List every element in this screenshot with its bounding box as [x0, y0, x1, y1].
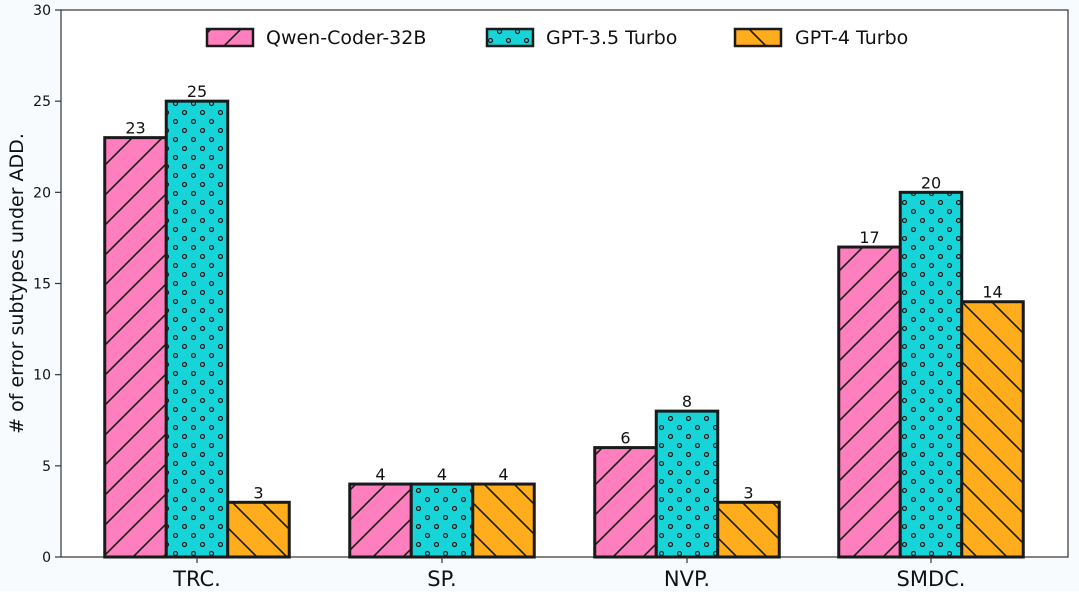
legend-label: Qwen-Coder-32B: [266, 27, 426, 49]
bar-value-label: 20: [921, 173, 941, 192]
legend-swatch-hatch: [733, 27, 783, 48]
bar-hatch-gpt-3-5-turbo-sp: [409, 482, 475, 559]
legend-swatch-hatch: [485, 27, 535, 48]
x-tick-label: SMDC.: [897, 567, 966, 591]
bar-hatch-gpt-3-5-turbo-trc: [164, 99, 230, 559]
legend-item: GPT-4 Turbo: [733, 27, 908, 49]
legend-label: GPT-4 Turbo: [795, 27, 908, 49]
bar-hatch-qwen-coder-32b-nvp: [593, 446, 658, 559]
y-tick-label: 5: [42, 459, 51, 475]
y-axis-label: # of error subtypes under ADD.: [6, 133, 28, 434]
y-tick-label: 25: [33, 94, 51, 110]
y-tick-label: 30: [33, 3, 51, 19]
bar-hatch-qwen-coder-32b-trc: [103, 136, 168, 559]
y-tick-label: 20: [33, 185, 51, 201]
legend: Qwen-Coder-32B GPT-3.5 Turbo GPT-4 Turbo: [205, 27, 908, 49]
bar-value-label: 3: [743, 483, 753, 502]
bar-value-label: 23: [125, 119, 145, 138]
x-tick-label: SP.: [427, 567, 456, 591]
legend-swatch-hatch: [205, 27, 255, 48]
bar-value-label: 14: [982, 283, 1002, 302]
bar-value-label: 4: [375, 465, 385, 484]
legend-item: Qwen-Coder-32B: [205, 27, 426, 49]
bar-hatch-qwen-coder-32b-sp: [348, 482, 413, 559]
bar-value-label: 4: [498, 465, 508, 484]
bar-hatch-gpt-4-turbo-nvp: [716, 500, 781, 559]
bar-value-label: 8: [682, 392, 692, 411]
bar-value-label: 6: [620, 429, 630, 448]
legend-item: GPT-3.5 Turbo: [485, 27, 677, 49]
x-axis: TRC. SP. NVP. SMDC.: [172, 557, 965, 591]
y-tick-label: 0: [42, 550, 51, 566]
y-axis: 0 5 10 15 20 25 30: [33, 3, 61, 566]
legend-label: GPT-3.5 Turbo: [546, 27, 677, 49]
bar-hatch-gpt-4-turbo-smdc: [960, 300, 1025, 559]
bar-value-label: 17: [859, 228, 879, 247]
bar-hatch-qwen-coder-32b-smdc: [837, 245, 902, 559]
bars-group: [103, 99, 1025, 559]
bar-value-labels: 23 25 3 4 4 4 6 8 3 17 20 14: [125, 82, 1002, 502]
bar-value-label: 4: [437, 465, 447, 484]
bar-hatch-gpt-3-5-turbo-smdc: [898, 190, 964, 559]
x-tick-label: NVP.: [664, 567, 710, 591]
y-tick-label: 10: [33, 368, 51, 384]
y-tick-label: 15: [33, 277, 51, 293]
bar-hatch-gpt-3-5-turbo-nvp: [654, 409, 720, 559]
bar-hatch-gpt-4-turbo-trc: [226, 500, 291, 559]
bar-value-label: 25: [187, 82, 207, 101]
bar-hatch-gpt-4-turbo-sp: [471, 482, 536, 559]
x-tick-label: TRC.: [172, 567, 221, 591]
bar-value-label: 3: [253, 483, 263, 502]
